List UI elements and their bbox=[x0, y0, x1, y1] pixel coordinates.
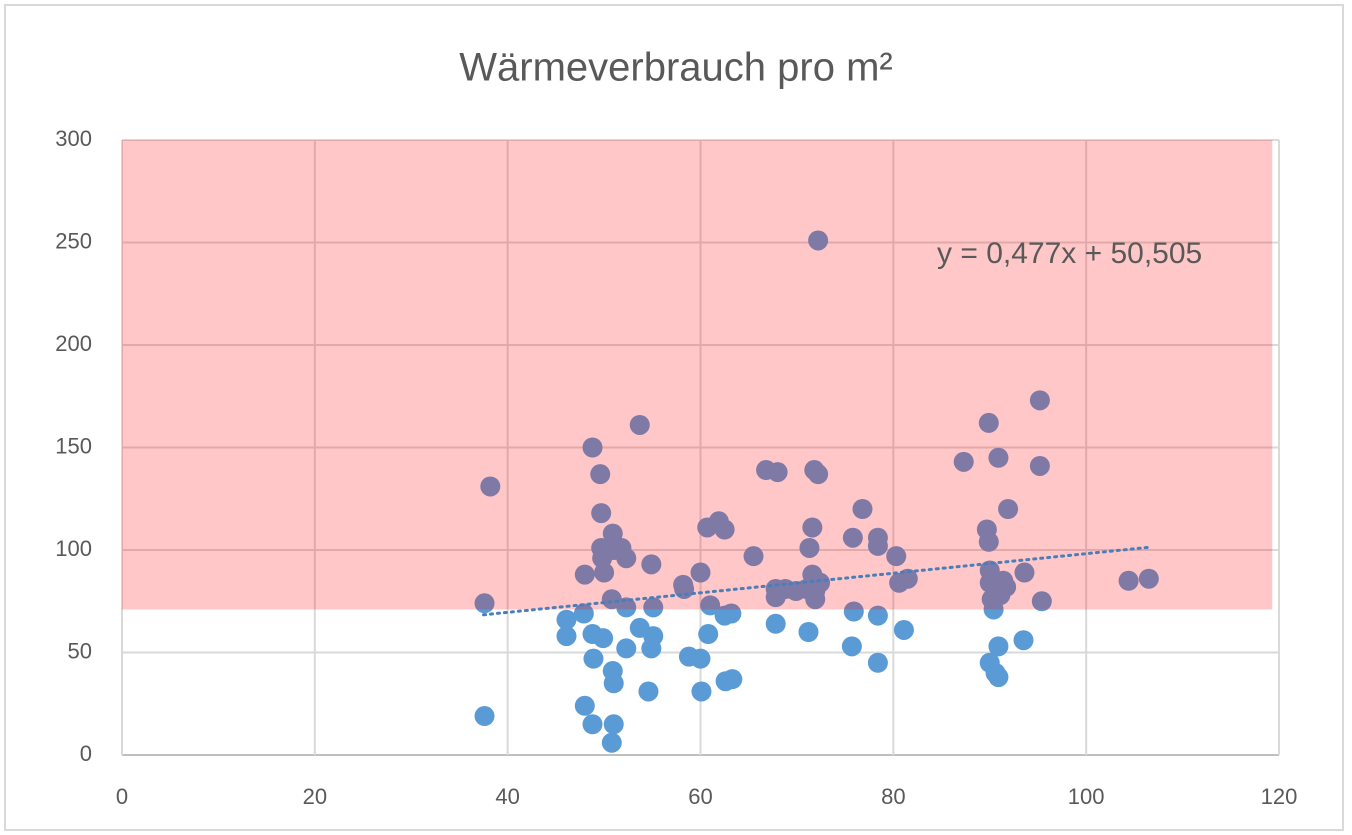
data-point bbox=[616, 597, 637, 618]
y-tick-label: 200 bbox=[55, 331, 92, 356]
x-tick-label: 100 bbox=[1068, 784, 1105, 809]
trendline bbox=[482, 545, 1151, 617]
data-point bbox=[698, 624, 719, 645]
data-point bbox=[1138, 568, 1159, 589]
data-point bbox=[574, 564, 595, 585]
data-point bbox=[867, 652, 888, 673]
data-point bbox=[998, 499, 1019, 519]
data-point bbox=[953, 451, 974, 472]
threshold-band bbox=[122, 140, 1273, 610]
trendline-label: y = 0,477x + 50,505 bbox=[937, 237, 1202, 270]
data-point bbox=[978, 412, 999, 433]
data-point bbox=[603, 714, 624, 735]
x-tick-label: 40 bbox=[495, 784, 519, 809]
data-point bbox=[799, 537, 820, 558]
y-tick-label: 250 bbox=[55, 228, 92, 253]
chart-title: Wärmeverbrauch pro m² bbox=[459, 46, 892, 90]
data-point bbox=[1029, 390, 1050, 411]
data-point bbox=[1014, 562, 1035, 583]
data-point bbox=[810, 572, 831, 593]
data-point bbox=[700, 595, 721, 616]
data-point bbox=[691, 681, 712, 702]
data-point bbox=[616, 548, 637, 569]
data-point bbox=[474, 706, 495, 727]
data-point bbox=[643, 597, 664, 618]
data-point bbox=[843, 601, 864, 622]
data-point bbox=[593, 628, 614, 649]
data-point bbox=[1031, 591, 1052, 612]
data-point bbox=[594, 562, 615, 583]
y-tick-label: 100 bbox=[55, 536, 92, 561]
data-point bbox=[641, 554, 662, 575]
data-point bbox=[893, 619, 914, 640]
x-tick-label: 0 bbox=[116, 784, 128, 809]
data-point bbox=[988, 447, 1009, 468]
data-point bbox=[583, 648, 604, 669]
data-point bbox=[886, 546, 907, 567]
data-point bbox=[690, 648, 711, 669]
data-point bbox=[582, 714, 603, 735]
data-point bbox=[841, 636, 862, 657]
x-tick-label: 60 bbox=[688, 784, 712, 809]
x-tick-label: 20 bbox=[303, 784, 327, 809]
data-point bbox=[1118, 570, 1139, 591]
data-point bbox=[714, 519, 735, 540]
data-point bbox=[602, 523, 623, 544]
y-tick-label: 0 bbox=[80, 741, 92, 766]
data-point bbox=[721, 603, 742, 624]
data-point bbox=[1013, 630, 1034, 651]
data-point bbox=[743, 546, 764, 567]
data-point bbox=[988, 636, 1009, 657]
chart-frame bbox=[4, 4, 1344, 831]
data-point bbox=[767, 462, 788, 483]
data-point bbox=[582, 437, 603, 458]
data-point bbox=[867, 605, 888, 626]
data-point bbox=[641, 638, 662, 659]
y-tick-label: 50 bbox=[68, 638, 92, 663]
data-point bbox=[798, 622, 819, 642]
data-point bbox=[590, 464, 611, 485]
data-point bbox=[805, 589, 826, 610]
data-point bbox=[616, 638, 637, 659]
data-point bbox=[574, 695, 595, 716]
data-point bbox=[603, 673, 624, 694]
data-point bbox=[988, 667, 1009, 688]
data-point bbox=[591, 503, 612, 524]
data-point bbox=[842, 527, 863, 548]
data-point bbox=[722, 669, 743, 690]
data-point bbox=[808, 464, 829, 485]
data-point bbox=[556, 626, 577, 647]
data-point bbox=[601, 732, 622, 753]
data-point bbox=[852, 499, 873, 519]
data-point bbox=[990, 585, 1011, 606]
data-point bbox=[638, 681, 659, 702]
data-point bbox=[978, 531, 999, 552]
data-point bbox=[556, 609, 577, 630]
x-tick-label: 120 bbox=[1261, 784, 1298, 809]
y-tick-label: 300 bbox=[55, 126, 92, 151]
data-point bbox=[629, 414, 650, 435]
data-point bbox=[808, 230, 829, 251]
data-point bbox=[802, 517, 823, 538]
x-tick-label: 80 bbox=[881, 784, 905, 809]
data-point bbox=[1029, 455, 1050, 476]
y-tick-label: 150 bbox=[55, 433, 92, 458]
data-point bbox=[690, 562, 711, 583]
data-point bbox=[480, 476, 501, 497]
data-point bbox=[765, 613, 786, 634]
data-point bbox=[474, 593, 495, 614]
data-point bbox=[867, 535, 888, 556]
data-point bbox=[573, 603, 594, 624]
